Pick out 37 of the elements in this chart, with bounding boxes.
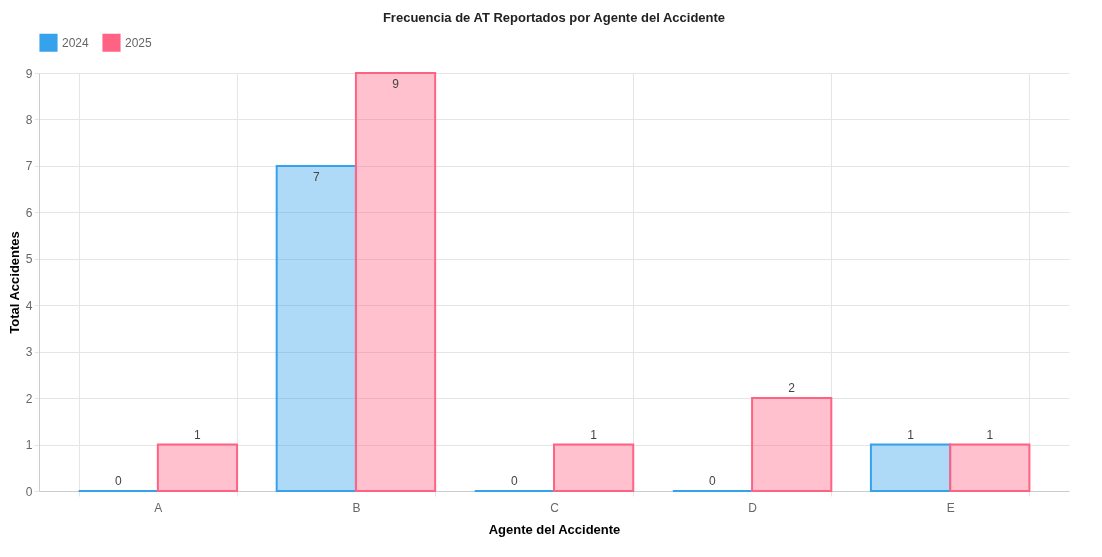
bar <box>869 443 952 492</box>
data-label: 0 <box>114 474 122 488</box>
data-label: 0 <box>709 474 717 488</box>
data-label: 1 <box>907 427 915 442</box>
data-label: 1 <box>986 427 994 442</box>
y-tick-label: 1 <box>25 438 33 453</box>
x-tick-label: B <box>352 500 361 515</box>
y-tick-label: 5 <box>25 252 33 267</box>
y-axis-title: Total Accidentes <box>6 231 22 334</box>
data-label: 9 <box>392 77 400 91</box>
data-label: 2 <box>788 381 796 396</box>
y-tick-label: 3 <box>25 345 33 360</box>
x-tick-label: A <box>154 500 163 515</box>
legend-label: 2025 <box>125 35 153 50</box>
y-tick-label: 0 <box>25 484 33 499</box>
data-label: 1 <box>590 427 598 442</box>
bar <box>275 164 357 492</box>
y-tick-label: 6 <box>25 205 33 220</box>
bar <box>354 72 437 492</box>
y-tick-label: 9 <box>25 66 33 81</box>
x-tick-label: C <box>550 500 560 515</box>
data-label: 0 <box>511 474 519 488</box>
bar <box>949 443 1031 492</box>
bar <box>553 443 635 492</box>
legend-label: 2024 <box>62 35 90 50</box>
y-tick-label: 7 <box>25 159 33 174</box>
data-label: 7 <box>312 169 320 184</box>
chart-title: Frecuencia de AT Reportados por Agente del Accidente <box>382 10 726 25</box>
y-tick-label: 2 <box>25 391 33 406</box>
x-tick-label: E <box>946 500 955 515</box>
x-tick-label: D <box>748 500 758 515</box>
bar <box>751 397 833 492</box>
y-tick-label: 4 <box>25 298 33 313</box>
x-axis-title: Agente del Accidente <box>488 521 621 537</box>
data-label: 1 <box>194 427 202 442</box>
bar <box>156 443 239 492</box>
y-tick-label: 8 <box>25 112 33 127</box>
